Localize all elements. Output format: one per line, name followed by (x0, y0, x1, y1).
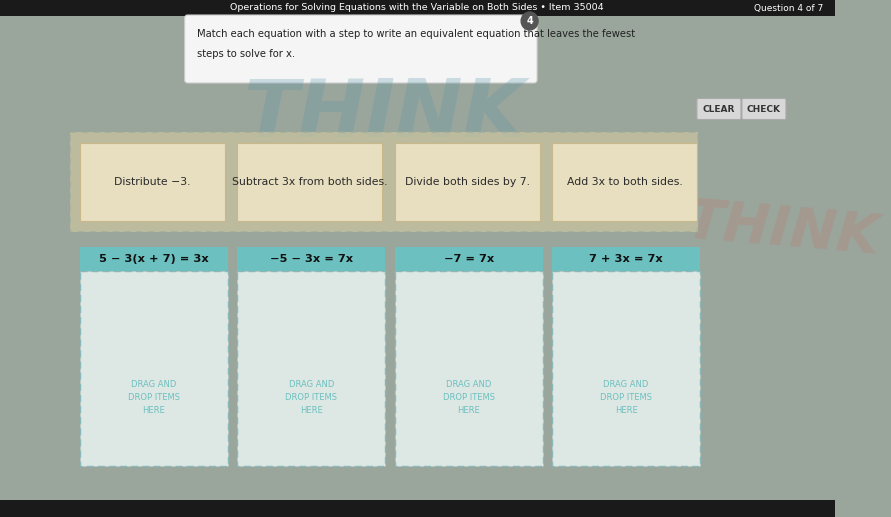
Bar (395, 143, 540, 221)
Text: CHECK: CHECK (747, 104, 781, 114)
Bar (237, 247, 385, 271)
Text: −5 − 3x = 7x: −5 − 3x = 7x (270, 254, 353, 264)
Text: 5 − 3(x + 7) = 3x: 5 − 3(x + 7) = 3x (99, 254, 208, 264)
Circle shape (521, 12, 538, 30)
Text: Match each equation with a step to write an equivalent equation that leaves the : Match each equation with a step to write… (197, 29, 635, 39)
Bar (552, 271, 700, 466)
Bar (552, 143, 698, 221)
Bar (0, 0, 835, 16)
Text: −7 = 7x: −7 = 7x (444, 254, 494, 264)
Bar (237, 271, 385, 466)
Text: Subtract 3x from both sides.: Subtract 3x from both sides. (232, 177, 388, 187)
Text: steps to solve for x.: steps to solve for x. (197, 49, 295, 59)
Text: Question 4 of 7: Question 4 of 7 (754, 4, 823, 12)
Text: THINK: THINK (683, 194, 882, 265)
Bar (552, 247, 700, 271)
FancyBboxPatch shape (697, 99, 741, 119)
Text: Divide both sides by 7.: Divide both sides by 7. (405, 177, 530, 187)
Text: 7 + 3x = 7x: 7 + 3x = 7x (589, 254, 663, 264)
Text: DRAG AND
DROP ITEMS
HERE: DRAG AND DROP ITEMS HERE (285, 380, 337, 416)
Bar (237, 143, 382, 221)
Text: Operations for Solving Equations with the Variable on Both Sides • Item 35004: Operations for Solving Equations with th… (230, 4, 604, 12)
FancyBboxPatch shape (184, 15, 537, 83)
Text: DRAG AND
DROP ITEMS
HERE: DRAG AND DROP ITEMS HERE (127, 380, 180, 416)
Text: Add 3x to both sides.: Add 3x to both sides. (567, 177, 683, 187)
Text: CLEAR: CLEAR (703, 104, 735, 114)
Bar (70, 132, 699, 232)
Text: DRAG AND
DROP ITEMS
HERE: DRAG AND DROP ITEMS HERE (601, 380, 652, 416)
Bar (79, 247, 228, 271)
Bar (0, 500, 835, 517)
Text: THINK: THINK (243, 76, 526, 154)
Bar (395, 271, 543, 466)
Bar (79, 143, 225, 221)
Text: Distribute −3.: Distribute −3. (114, 177, 191, 187)
Text: 4: 4 (527, 16, 533, 26)
Bar (79, 271, 228, 466)
FancyBboxPatch shape (742, 99, 786, 119)
Text: DRAG AND
DROP ITEMS
HERE: DRAG AND DROP ITEMS HERE (443, 380, 495, 416)
Bar (395, 247, 543, 271)
